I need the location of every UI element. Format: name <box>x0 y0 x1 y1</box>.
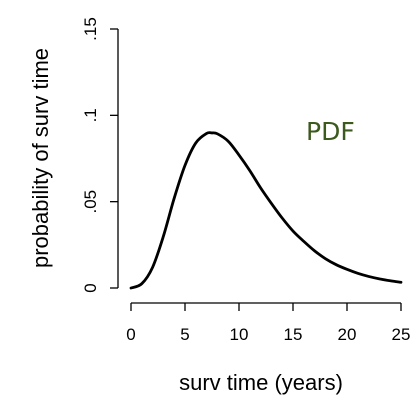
y-axis-title: probability of surv time <box>28 48 53 268</box>
x-tick-label: 5 <box>180 325 189 344</box>
x-axis-title: surv time (years) <box>179 370 343 395</box>
y-tick-label: .15 <box>81 17 100 41</box>
y-tick-label: 0 <box>81 283 100 292</box>
y-axis: 0 .05 .1 .15 <box>81 17 119 293</box>
x-axis: 0 5 10 15 20 25 <box>126 302 411 344</box>
pdf-annotation: PDF <box>306 117 355 146</box>
y-tick-label: .1 <box>81 108 100 122</box>
x-tick-label: 10 <box>230 325 249 344</box>
x-tick-label: 15 <box>284 325 303 344</box>
x-tick-label: 20 <box>338 325 357 344</box>
x-tick-label: 25 <box>392 325 411 344</box>
y-tick-label: .05 <box>81 190 100 214</box>
pdf-curve <box>129 131 403 290</box>
x-tick-label: 0 <box>126 325 135 344</box>
